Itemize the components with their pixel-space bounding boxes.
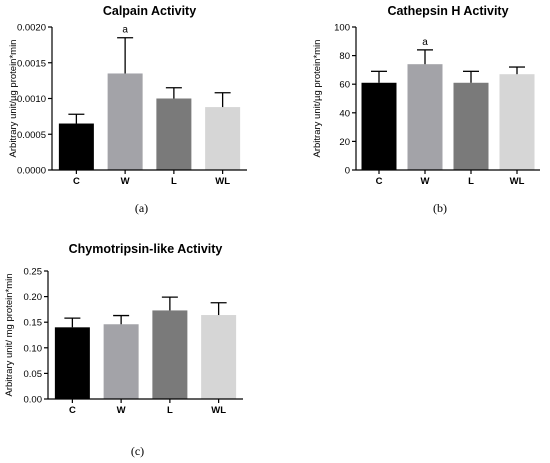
significance-annotation: a xyxy=(122,25,128,36)
bar-C xyxy=(361,82,397,170)
y-tick-label: 0.10 xyxy=(24,343,43,354)
category-label: WL xyxy=(510,176,525,187)
bar-L xyxy=(156,98,192,170)
y-tick-label: 60 xyxy=(339,80,350,91)
category-label: WL xyxy=(215,176,230,187)
y-tick-label: 0.05 xyxy=(24,369,43,380)
chart-title: Chymotripsin-like Activity xyxy=(69,242,223,256)
y-axis-label: Arbitrary unit/ mg protein*min xyxy=(4,273,15,396)
y-tick-label: 0.15 xyxy=(24,318,43,329)
y-tick-label: 80 xyxy=(339,51,350,62)
y-tick-label: 20 xyxy=(339,137,350,148)
chart-1: Cathepsin H Activity Arbitrary unit/µg pr… xyxy=(312,4,540,215)
y-tick-label: 100 xyxy=(334,23,350,34)
y-tick-label: 40 xyxy=(339,108,350,119)
chart-title: Cathepsin H Activity xyxy=(387,4,508,18)
y-tick-label: 0.0010 xyxy=(17,94,46,105)
bar-C xyxy=(58,123,94,170)
bar-W xyxy=(407,64,443,170)
y-tick-label: 0.00 xyxy=(24,395,43,406)
y-axis-label: Arbitrary unit/µg protein*min xyxy=(312,40,323,158)
category-label: WL xyxy=(211,405,226,416)
significance-annotation: a xyxy=(422,37,428,48)
category-label: W xyxy=(121,176,130,187)
bar-L xyxy=(453,82,489,170)
category-label: W xyxy=(117,405,126,416)
figure-caption: (b) xyxy=(433,201,447,215)
category-label: L xyxy=(167,405,173,416)
figure-caption: (c) xyxy=(131,444,144,458)
bar-C xyxy=(54,327,90,399)
category-label: L xyxy=(468,176,474,187)
bar-WL xyxy=(201,315,237,399)
chart-2: Chymotripsin-like Activity Arbitrary unit… xyxy=(4,242,243,458)
y-axis-label: Arbitrary unit/µg protein*min xyxy=(8,40,19,158)
bar-L xyxy=(152,310,188,399)
y-tick-label: 0.0020 xyxy=(17,23,46,34)
figure-caption: (a) xyxy=(135,201,148,215)
y-tick-label: 0.20 xyxy=(24,292,43,303)
category-label: C xyxy=(69,405,76,416)
bar-WL xyxy=(499,74,535,170)
bar-W xyxy=(107,73,143,170)
category-label: W xyxy=(421,176,430,187)
chart-0: Calpain Activity Arbitrary unit/µg protei… xyxy=(8,4,247,215)
category-label: C xyxy=(376,176,383,187)
y-tick-label: 0.25 xyxy=(24,267,43,278)
y-tick-label: 0.0000 xyxy=(17,166,46,177)
category-label: L xyxy=(171,176,177,187)
bar-WL xyxy=(205,107,241,170)
bar-W xyxy=(103,324,139,399)
category-label: C xyxy=(73,176,80,187)
y-tick-label: 0.0005 xyxy=(17,130,46,141)
y-tick-label: 0.0015 xyxy=(17,58,46,69)
chart-title: Calpain Activity xyxy=(103,4,196,18)
y-tick-label: 0 xyxy=(345,166,350,177)
